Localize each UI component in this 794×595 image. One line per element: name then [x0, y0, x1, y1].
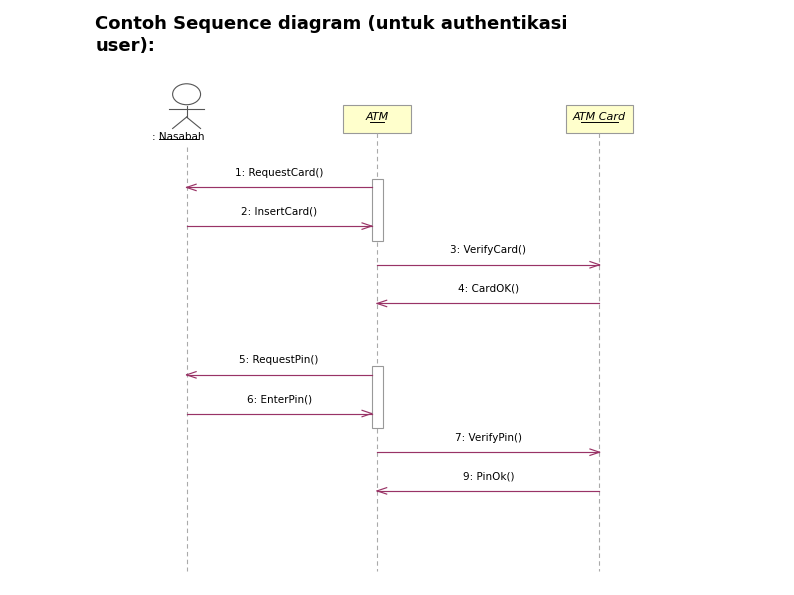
- Bar: [565, 105, 634, 133]
- Text: Contoh Sequence diagram (untuk authentikasi
user):: Contoh Sequence diagram (untuk authentik…: [95, 15, 568, 55]
- Text: : Nasabah: : Nasabah: [152, 132, 205, 142]
- Text: 9: PinOk(): 9: PinOk(): [463, 471, 514, 481]
- Text: 6: EnterPin(): 6: EnterPin(): [246, 394, 312, 404]
- Text: 2: InsertCard(): 2: InsertCard(): [241, 206, 317, 217]
- Bar: [343, 105, 410, 133]
- Text: 5: RequestPin(): 5: RequestPin(): [240, 355, 318, 365]
- Bar: [372, 366, 383, 428]
- Bar: [372, 178, 383, 241]
- Text: 3: VerifyCard(): 3: VerifyCard(): [450, 245, 526, 255]
- Text: 4: CardOK(): 4: CardOK(): [458, 284, 518, 294]
- Text: 7: VerifyPin(): 7: VerifyPin(): [455, 433, 522, 443]
- Text: 1: RequestCard(): 1: RequestCard(): [235, 168, 323, 178]
- Text: ATM: ATM: [365, 112, 389, 122]
- Text: ATM Card: ATM Card: [573, 112, 626, 122]
